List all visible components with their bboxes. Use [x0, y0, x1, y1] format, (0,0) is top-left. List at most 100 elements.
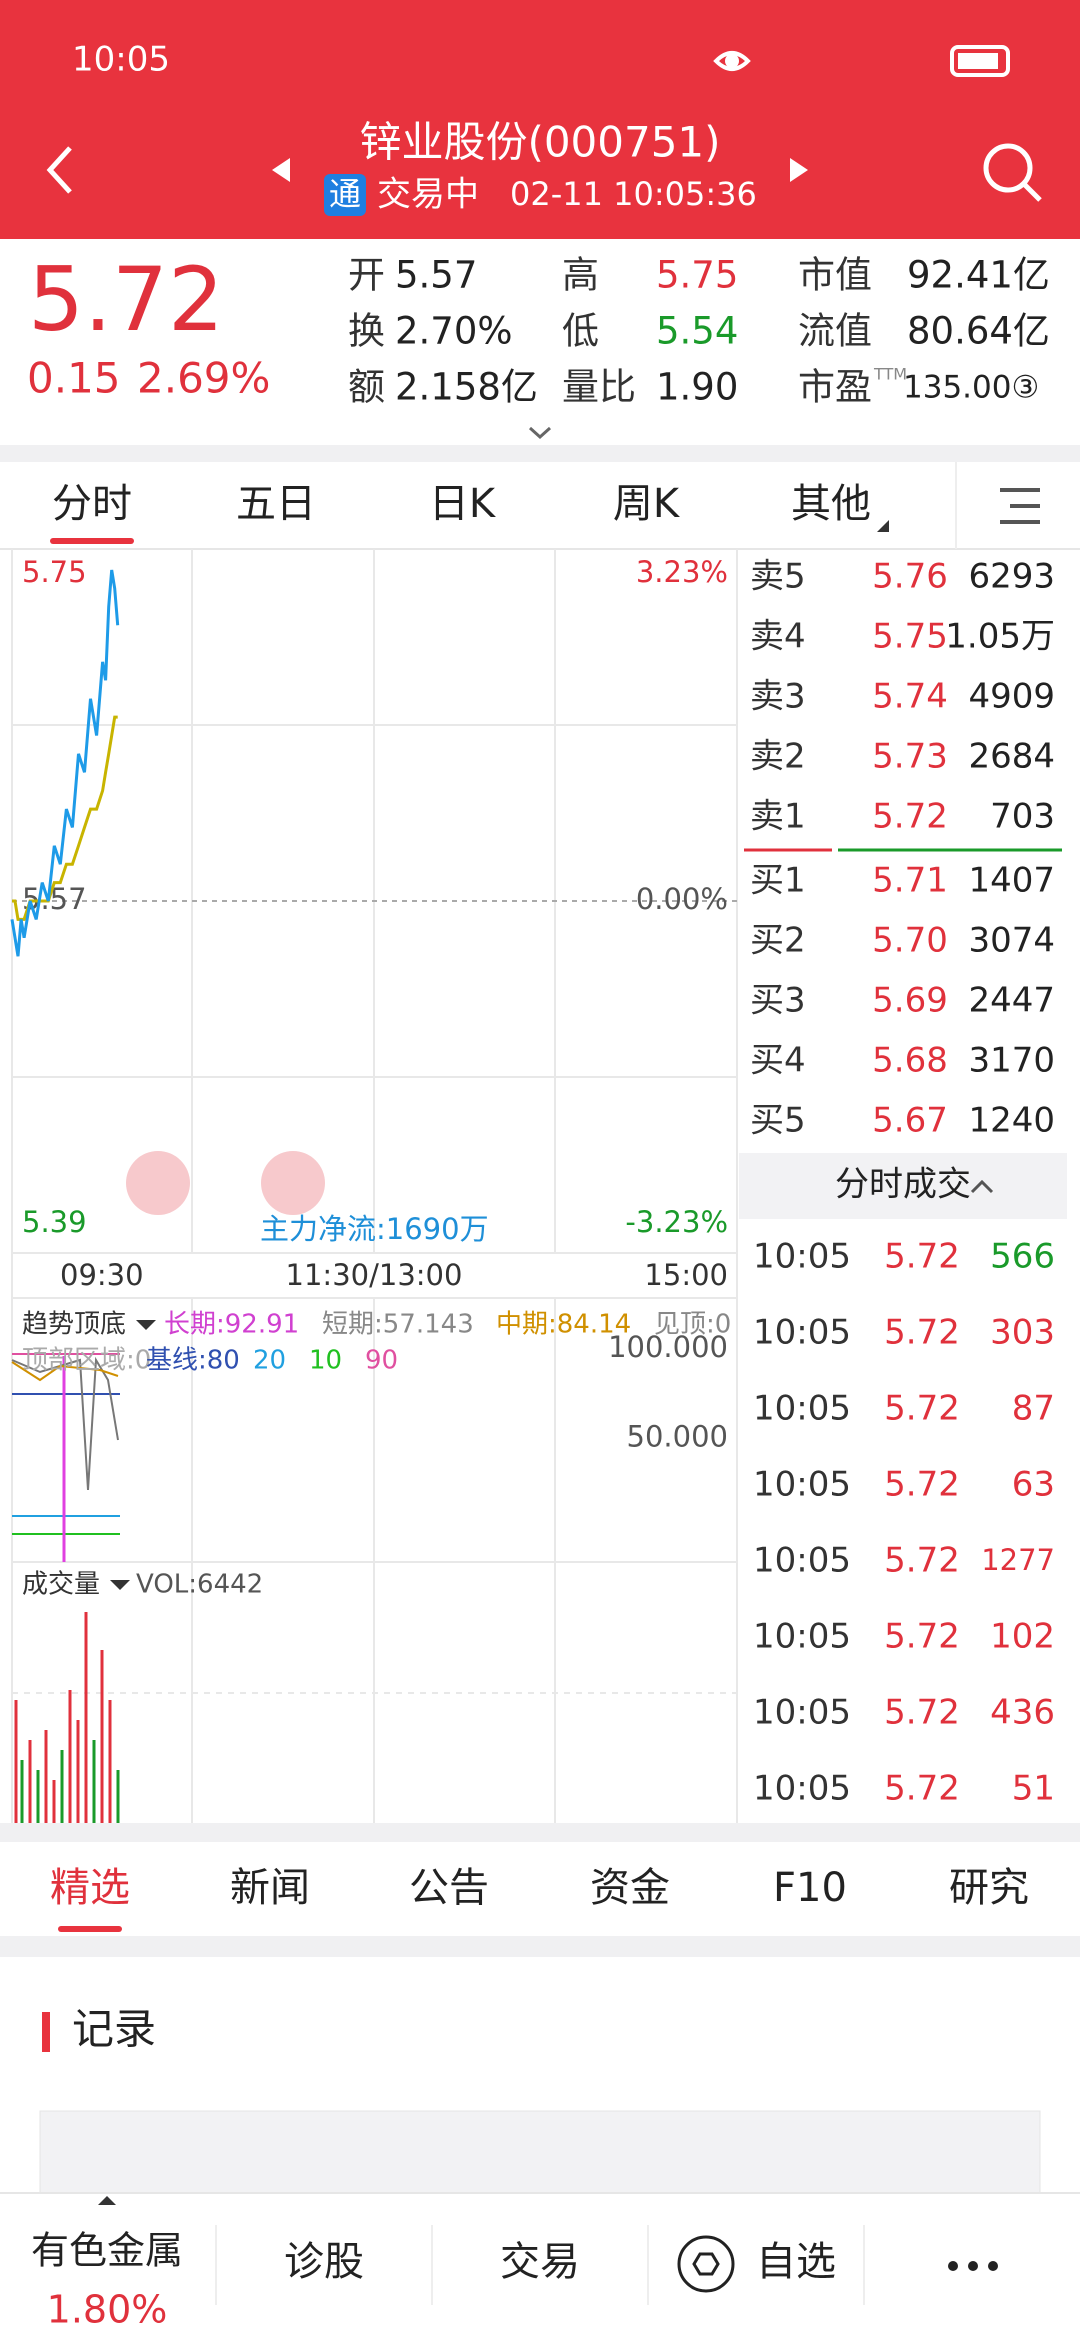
separator: [0, 1823, 1080, 1842]
book-label: 买4: [750, 1041, 806, 1081]
trade-volume: 102: [990, 1617, 1055, 1657]
x-tick-label: 15:00: [644, 1258, 728, 1292]
trade-time: 10:05: [753, 1313, 851, 1353]
status-icons: [713, 45, 1010, 77]
news-tab-underline: [58, 1926, 122, 1932]
last-price: 5.72: [28, 248, 224, 351]
book-label: 卖1: [750, 797, 806, 837]
net-flow: 主力净流:1690万: [260, 1212, 489, 1246]
trades-title: 分时成交: [835, 1165, 971, 1205]
rotate-button[interactable]: [126, 1151, 190, 1215]
bottom-nav-item[interactable]: 自选: [756, 2239, 836, 2285]
stat-label: 市盈: [798, 366, 872, 409]
stat-value: 2.158亿: [395, 366, 538, 409]
record-card: [39, 2110, 1041, 2202]
news-tab[interactable]: 资金: [590, 1865, 670, 1911]
trade-datetime: 02-11 10:05:36: [510, 175, 757, 213]
header-bg: [0, 0, 1080, 239]
watchlist-icon: [677, 2235, 735, 2293]
prev-stock[interactable]: [272, 158, 290, 182]
badge-bg: [324, 174, 366, 216]
y-tick-label: 5.39: [22, 1205, 87, 1239]
stat-label: 开: [348, 254, 385, 297]
trade-status: 交易中: [377, 175, 479, 215]
sector-caret: [98, 2196, 116, 2205]
book-price: 5.72: [872, 797, 948, 837]
next-stock[interactable]: [790, 158, 808, 182]
sector-change: 1.80%: [47, 2288, 168, 2332]
back-button[interactable]: [46, 146, 72, 194]
stat-value: 92.41亿: [907, 254, 1050, 297]
news-tab[interactable]: 公告: [409, 1865, 489, 1911]
expand-chevron[interactable]: [528, 426, 552, 440]
indicator-title: 趋势顶底: [22, 1310, 126, 1340]
expand-button[interactable]: [261, 1151, 325, 1215]
indicator-tick-label: 50.000: [627, 1419, 728, 1453]
menu-divider: [955, 462, 957, 549]
bottom-nav-item[interactable]: 交易: [500, 2239, 580, 2285]
stat-label-sup: TTM: [873, 365, 907, 384]
menu-icon[interactable]: [1000, 488, 1040, 524]
chart-tab[interactable]: 分时: [52, 481, 132, 527]
book-price: 5.68: [872, 1041, 948, 1081]
x-tick-label: 09:30: [60, 1258, 144, 1292]
book-volume: 6293: [968, 557, 1055, 597]
section-marker: [42, 2012, 50, 2052]
trade-price: 5.72: [884, 1313, 960, 1353]
stat-value: 5.54: [656, 310, 738, 353]
price-change: 0.15: [27, 354, 121, 403]
trade-volume: 1277: [981, 1543, 1055, 1577]
indicator-value: 短期:57.143: [322, 1310, 474, 1340]
trade-time: 10:05: [753, 1389, 851, 1429]
book-volume: 2684: [968, 737, 1055, 777]
news-tab[interactable]: F10: [773, 1865, 847, 1911]
chart-tab[interactable]: 五日: [236, 481, 316, 527]
book-label: 卖4: [750, 617, 806, 657]
pct-tick-label: -3.23%: [625, 1205, 728, 1239]
trade-volume: 436: [990, 1693, 1055, 1733]
book-price: 5.70: [872, 921, 948, 961]
book-volume: 4909: [968, 677, 1055, 717]
search-button[interactable]: [983, 143, 1042, 202]
x-tick-label: 11:30/13:00: [286, 1258, 463, 1292]
more-button[interactable]: [948, 2261, 998, 2271]
news-tab[interactable]: 研究: [949, 1865, 1029, 1911]
collapse-icon[interactable]: [970, 1179, 994, 1194]
section-title: 记录: [72, 2005, 156, 2054]
chart-tab[interactable]: 日K: [429, 481, 497, 527]
book-label: 买5: [750, 1101, 806, 1141]
trade-time: 10:05: [753, 1693, 851, 1733]
price-change-pct: 2.69%: [137, 354, 270, 403]
trade-volume: 87: [1012, 1389, 1055, 1429]
bottom-nav-item[interactable]: 诊股: [284, 2239, 364, 2285]
sector-name[interactable]: 有色金属: [31, 2229, 183, 2273]
book-label: 买3: [750, 981, 806, 1021]
indicator-value: 10: [309, 1346, 342, 1376]
book-price: 5.67: [872, 1101, 948, 1141]
indicator-value: 中期:84.14: [496, 1310, 631, 1340]
trade-time: 10:05: [753, 1237, 851, 1277]
stock-title: 锌业股份(000751): [359, 118, 720, 167]
book-volume: 703: [990, 797, 1055, 837]
stat-label: 高: [562, 254, 599, 297]
book-label: 卖5: [750, 557, 806, 597]
trade-time: 10:05: [753, 1617, 851, 1657]
news-tab[interactable]: 新闻: [230, 1865, 310, 1911]
chart-tab[interactable]: 其他: [791, 481, 871, 527]
trade-price: 5.72: [884, 1541, 960, 1581]
chart-tab[interactable]: 周K: [613, 481, 681, 527]
trade-volume: 51: [1012, 1769, 1055, 1809]
stat-label: 市值: [798, 254, 872, 297]
trade-volume: 566: [990, 1237, 1055, 1277]
trade-price: 5.72: [884, 1237, 960, 1277]
trade-price: 5.72: [884, 1389, 960, 1429]
price-line: [10, 569, 120, 957]
indicator-value: 顶部区域:0: [22, 1346, 151, 1376]
separator: [0, 445, 1080, 462]
book-volume: 1240: [968, 1101, 1055, 1141]
indicator-tick-label: 100.000: [608, 1330, 728, 1364]
trade-time: 10:05: [753, 1541, 851, 1581]
news-tab[interactable]: 精选: [50, 1865, 130, 1911]
